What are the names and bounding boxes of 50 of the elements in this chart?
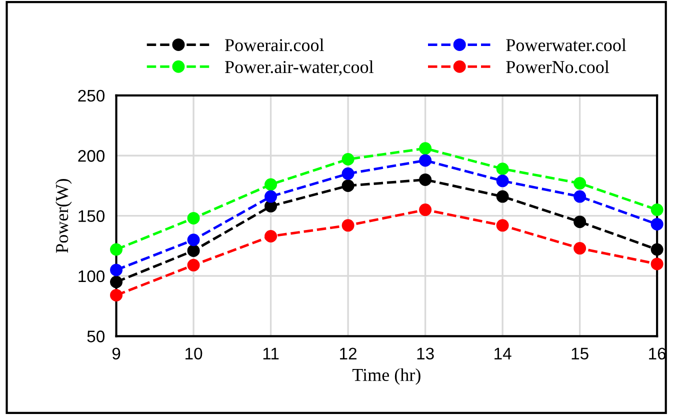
x-tick-label: 14 (494, 348, 512, 360)
point (342, 179, 354, 192)
point (574, 190, 586, 203)
point (574, 216, 586, 228)
point (264, 190, 278, 203)
point (110, 276, 123, 288)
legend-label: Powerair.cool (225, 38, 324, 52)
point (496, 162, 509, 176)
y-tick-label: 250 (78, 90, 105, 102)
point (342, 167, 354, 180)
point (496, 219, 509, 232)
point (187, 244, 200, 257)
point (496, 174, 509, 188)
point (110, 264, 123, 276)
point (264, 230, 278, 243)
x-tick-label: 10 (186, 348, 202, 360)
point (187, 212, 200, 224)
point (650, 258, 664, 270)
point (110, 243, 123, 256)
point (342, 219, 354, 232)
x-tick-label: 16 (649, 348, 666, 360)
y-axis-title: Power(W) (55, 178, 72, 253)
x-tick-label: 11 (263, 348, 279, 360)
point (650, 204, 664, 216)
y-tick-label: 150 (78, 210, 105, 222)
y-tick-label: 100 (78, 270, 105, 282)
point (650, 243, 664, 256)
x-axis-title: Time (hr) (352, 368, 420, 385)
point (419, 204, 432, 216)
y-tick-label: 200 (78, 150, 105, 162)
point (419, 142, 432, 155)
point (110, 288, 123, 302)
x-tick-label: 15 (572, 348, 588, 360)
y-tick-label: 50 (87, 330, 105, 342)
x-tick-label: 13 (417, 348, 434, 360)
legend-label: Powerwater.cool (506, 38, 626, 52)
x-tick-label: 9 (112, 348, 120, 360)
point (342, 152, 354, 166)
point (574, 242, 586, 255)
point (419, 154, 432, 167)
point (264, 178, 278, 191)
point (187, 258, 200, 272)
legend-label: Power.air-water,cool (225, 60, 374, 76)
point (419, 173, 432, 186)
point (187, 234, 200, 246)
legend-label: PowerNo.cool (506, 60, 610, 74)
x-tick-label: 12 (340, 348, 356, 360)
point (650, 218, 664, 230)
point (496, 190, 509, 203)
point (574, 177, 586, 190)
